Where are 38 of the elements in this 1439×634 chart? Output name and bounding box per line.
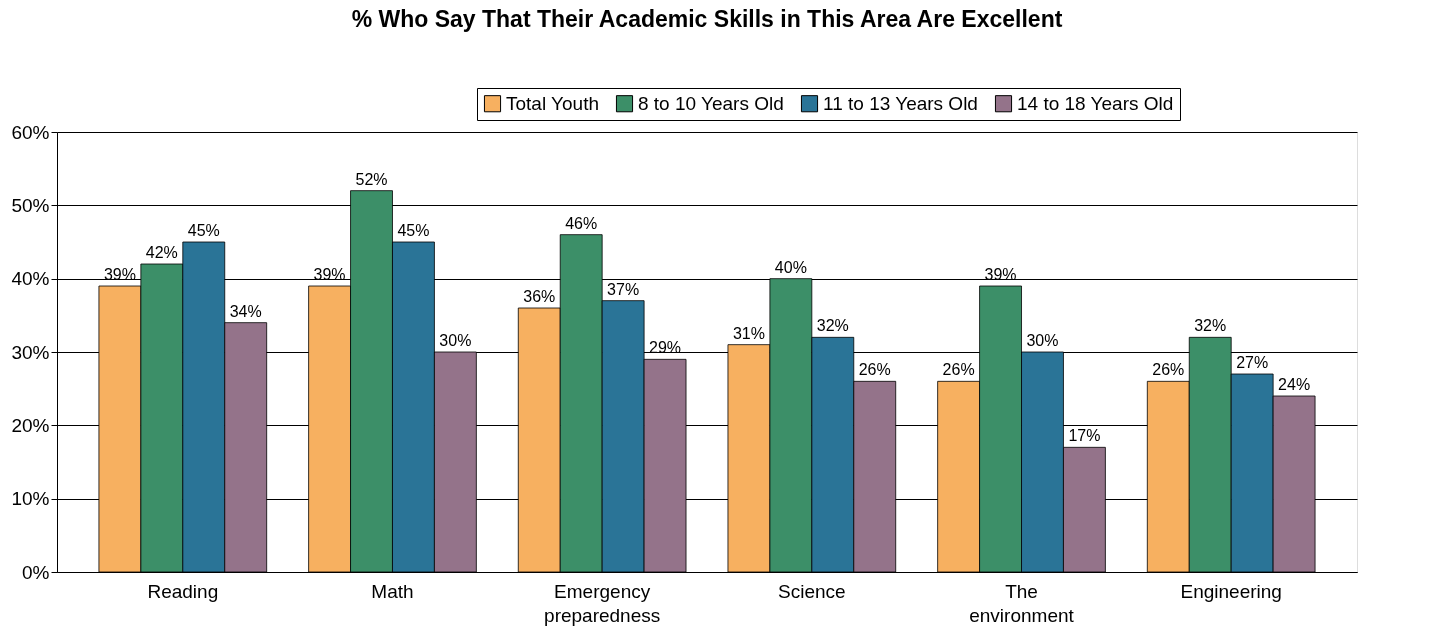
legend-label: 8 to 10 Years Old	[638, 92, 784, 114]
data-label: 45%	[397, 222, 430, 239]
data-label: 26%	[858, 361, 891, 379]
data-label: 30%	[439, 332, 472, 349]
x-tick-label: Engineering	[1180, 580, 1282, 602]
data-label: 32%	[1194, 317, 1227, 335]
x-tick-label: Reading	[147, 580, 219, 602]
data-label: 52%	[355, 170, 388, 188]
x-tick-label: Math	[371, 580, 414, 602]
data-label: 40%	[774, 258, 807, 276]
data-label: 30%	[1026, 332, 1059, 349]
x-tick-label: Science	[778, 580, 846, 602]
y-tick-label: 60%	[11, 121, 50, 143]
data-label: 32%	[816, 317, 849, 335]
legend-label: 14 to 18 Years Old	[1017, 92, 1174, 114]
y-tick-label: 40%	[11, 268, 50, 290]
y-tick-label: 30%	[11, 341, 50, 363]
data-label: 34%	[229, 302, 262, 320]
data-label: 26%	[942, 361, 975, 379]
y-tick-label: 20%	[11, 414, 50, 436]
data-label: 17%	[1068, 427, 1101, 445]
data-label: 36%	[523, 288, 556, 305]
data-label: 27%	[1236, 354, 1269, 371]
data-label: 31%	[732, 324, 765, 342]
legend-label: 11 to 13 Years Old	[823, 92, 978, 114]
data-label: 46%	[565, 214, 598, 232]
data-label: 45%	[187, 222, 220, 239]
data-label: 24%	[1278, 376, 1311, 393]
y-tick-label: 10%	[11, 488, 50, 510]
data-label: 42%	[145, 244, 178, 261]
x-tick-label: Emergency preparedness	[544, 580, 661, 626]
data-label: 37%	[607, 280, 640, 298]
legend-label: Total Youth	[506, 92, 599, 114]
data-label: 26%	[1152, 361, 1185, 379]
y-tick-label: 50%	[11, 194, 50, 216]
chart-title: % Who Say That Their Academic Skills in This Area Are Excellent	[351, 5, 1063, 32]
x-tick-label: The environment	[969, 580, 1075, 626]
y-tick-label: 0%	[22, 561, 50, 583]
